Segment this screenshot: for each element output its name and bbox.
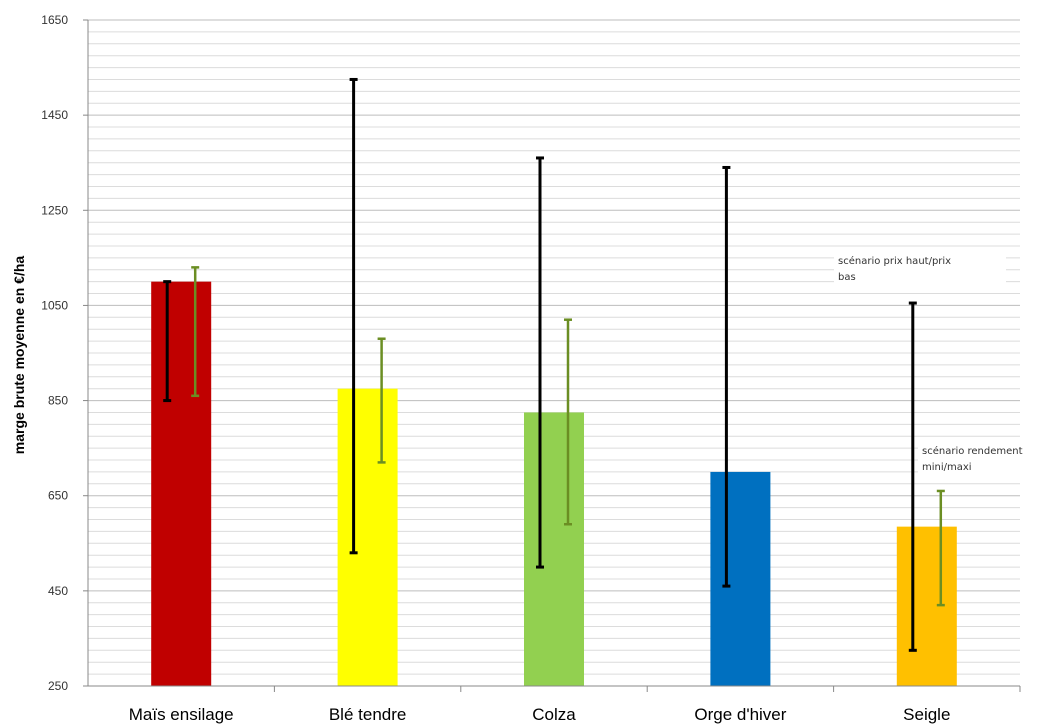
annotations-group: scénario prix haut/prix bas scénario rende…	[834, 250, 1060, 480]
bar	[524, 412, 584, 686]
x-tick-label: Orge d'hiver	[694, 705, 786, 724]
y-tick-label: 450	[48, 584, 68, 598]
y-tick-label: 250	[48, 679, 68, 693]
annotation-line: scénario rendement	[922, 445, 1023, 457]
bar	[337, 388, 398, 686]
x-tick-label: Blé tendre	[329, 705, 407, 724]
annotation-line: scénario prix haut/prix	[838, 255, 951, 267]
error-bar	[163, 280, 172, 403]
y-tick-labels: 250 450 650 850 1050 1250 1450 1650	[41, 13, 88, 693]
x-tick-label: Colza	[532, 705, 576, 724]
bar	[151, 281, 212, 686]
bar	[896, 526, 957, 686]
y-tick-label: 1450	[41, 108, 68, 122]
error-bar	[564, 318, 572, 526]
annotation-line: bas	[838, 272, 856, 283]
bars-group	[151, 281, 957, 686]
error-bar	[908, 301, 917, 652]
y-tick-label: 1250	[41, 203, 68, 217]
error-bar	[349, 77, 358, 555]
error-bar	[536, 156, 544, 569]
bar	[710, 471, 771, 686]
y-tick-label: 1050	[41, 298, 68, 312]
error-bar	[936, 489, 945, 607]
y-tick-label: 1650	[41, 13, 68, 27]
x-tick-labels: Maïs ensilage Blé tendre Colza Orge d'hiver…	[129, 686, 1021, 724]
y-axis-label: marge brute moyenne en €/ha	[11, 256, 27, 455]
x-tick-label: Seigle	[903, 705, 950, 724]
y-tick-label: 850	[48, 394, 68, 408]
annotation: scénario prix haut/prix bas	[834, 250, 1006, 290]
annotation: scénario rendement mini/maxi	[918, 440, 1060, 480]
error-bars-group	[163, 77, 945, 652]
annotation-line: mini/maxi	[922, 462, 972, 473]
error-bar	[722, 165, 731, 588]
y-tick-label: 650	[48, 489, 68, 503]
x-tick-label: Maïs ensilage	[129, 705, 234, 724]
error-bar	[191, 266, 200, 398]
error-bar	[377, 337, 386, 464]
